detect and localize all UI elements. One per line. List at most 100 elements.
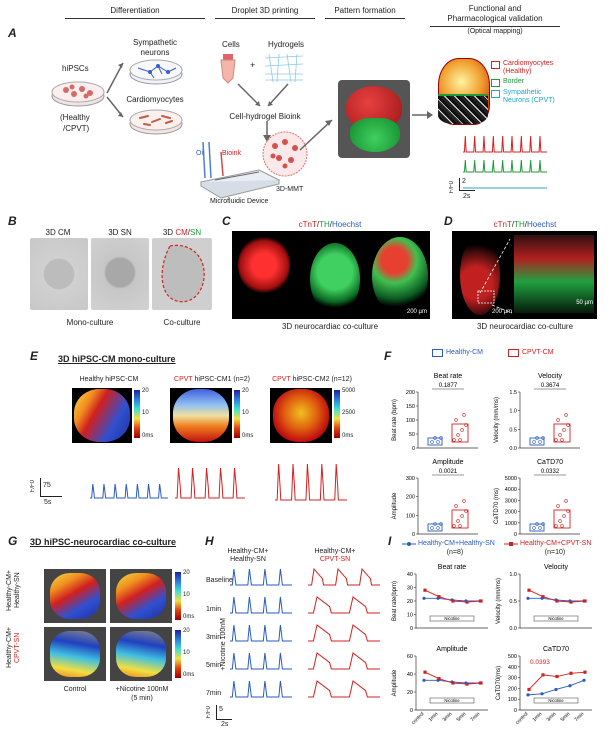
f-point-cpvt bbox=[558, 433, 562, 437]
e-cb2-min: 0ms bbox=[242, 433, 254, 439]
f-point-healthy bbox=[538, 526, 542, 530]
differentiation-header: Differentiation bbox=[110, 6, 160, 15]
i-ytick-label: 30 bbox=[407, 586, 413, 592]
a-scale-vbar bbox=[459, 178, 460, 190]
f-point-cpvt bbox=[564, 413, 568, 417]
i-ytick-label: 100 bbox=[508, 697, 517, 703]
f-point-healthy bbox=[430, 526, 434, 530]
mmt-droplet-icon bbox=[262, 131, 308, 177]
f-plot-p: 0.3674 bbox=[541, 383, 560, 389]
i-line-healthy bbox=[424, 679, 480, 684]
i-line-cpvt bbox=[424, 589, 482, 603]
a-scale-y: F/F0 bbox=[449, 181, 455, 194]
h-trace-healthy bbox=[230, 568, 292, 586]
f-ytick-label: 1000 bbox=[505, 521, 517, 527]
g-map-r2c1 bbox=[44, 627, 106, 681]
f-plot-title: CaTD70 bbox=[537, 459, 563, 466]
i-ytick-label: 200 bbox=[508, 686, 517, 692]
e-map2 bbox=[170, 388, 232, 443]
i-ylabel: Velocity (mm/ms) bbox=[496, 578, 502, 624]
i-line-healthy bbox=[424, 597, 480, 602]
i-nicotine-bar bbox=[429, 615, 475, 622]
i-nicotine-bar bbox=[533, 697, 579, 704]
f-point-healthy bbox=[436, 526, 440, 530]
i-line-cpvt bbox=[424, 671, 482, 685]
f-ytick-label: 4000 bbox=[505, 487, 517, 493]
e-map1 bbox=[72, 388, 132, 443]
c-stain-title: cTnT/TH/Hoechst bbox=[298, 220, 362, 229]
f-point-cpvt bbox=[454, 504, 458, 508]
panel-i-letter: I bbox=[388, 534, 392, 548]
symp-label-2: neurons bbox=[140, 48, 170, 57]
f-point-healthy bbox=[541, 436, 545, 440]
optical-traces bbox=[463, 135, 547, 189]
i-nicotine-label: Nicotine bbox=[444, 698, 460, 703]
cardio-dish-icon bbox=[129, 109, 183, 135]
h-xval: 2s bbox=[221, 721, 229, 728]
i-ytick-label: 40 bbox=[407, 572, 413, 578]
f-plots: Beat rate 0.1877 200 150 100 50 0 Beat rate (bp… bbox=[392, 373, 580, 538]
f-point-cpvt bbox=[452, 524, 456, 528]
f-ytick-label: 200 bbox=[406, 390, 415, 396]
a-trace-red bbox=[463, 135, 547, 153]
f-point-cpvt bbox=[460, 514, 464, 518]
f-ytick-label: 0 bbox=[412, 532, 415, 538]
d-scale-2: 50 µm bbox=[576, 300, 593, 306]
b-image-cm bbox=[30, 238, 88, 310]
h-ylab: F/F0 bbox=[206, 706, 212, 719]
e-scale-hbar bbox=[40, 496, 62, 497]
h-trace-cpvt bbox=[308, 652, 380, 670]
healthy-label: (Healthy bbox=[60, 113, 90, 122]
h-row-5min: 5min bbox=[206, 662, 222, 669]
h-row-3min: 3min bbox=[206, 634, 222, 641]
legend-border: Border bbox=[491, 78, 591, 87]
f-point-cpvt bbox=[558, 519, 562, 523]
panel-h-letter: H bbox=[205, 534, 214, 548]
f-point-cpvt bbox=[560, 438, 564, 442]
f-point-cpvt bbox=[560, 524, 564, 528]
f-point-cpvt bbox=[566, 423, 570, 427]
symp-label-1: Sympathetic bbox=[132, 38, 178, 47]
g-row2-label: Healthy-CM+ CPVT-SN bbox=[6, 627, 21, 669]
e-colorbar3 bbox=[334, 390, 340, 438]
panel-f-letter: F bbox=[384, 349, 392, 363]
b-image-sn bbox=[91, 238, 149, 310]
hydrogel-mesh-icon bbox=[264, 53, 304, 83]
b-title-sn: 3D SN bbox=[108, 228, 132, 237]
h-trace-healthy bbox=[230, 596, 292, 614]
h-col1-title: Healthy-CM+ Healthy-SN bbox=[227, 548, 269, 563]
i-ytick-label: 400 bbox=[508, 665, 517, 671]
pattern-rule bbox=[325, 18, 405, 19]
microfluidic-device-icon bbox=[199, 141, 281, 199]
f-point-healthy bbox=[433, 522, 437, 526]
panel-b-letter: B bbox=[8, 214, 17, 228]
h-trace-cpvt bbox=[308, 680, 380, 698]
h-row-1min: 1min bbox=[206, 606, 222, 613]
f-box-cpvt bbox=[553, 423, 571, 443]
f-point-healthy bbox=[532, 440, 536, 444]
cardio-label: Cardiomyocytes bbox=[126, 95, 184, 104]
f-ytick-label: 1.5 bbox=[509, 390, 517, 396]
a-trace-green bbox=[463, 159, 547, 173]
legend-neurons: Sympathetic Neurons (CPVT) bbox=[491, 89, 591, 105]
plus-sign: + bbox=[250, 60, 256, 70]
i-pvalue: 0.0393 bbox=[530, 659, 550, 666]
g-control-label: Control bbox=[63, 686, 87, 693]
f-point-healthy bbox=[433, 436, 437, 440]
f-point-healthy bbox=[439, 522, 443, 526]
legend-cardio: Cardiomyocytes (Healthy) bbox=[491, 60, 591, 76]
f-point-cpvt bbox=[456, 519, 460, 523]
f-plot-title: Velocity bbox=[538, 373, 563, 380]
d-image: 200 µm 50 µm bbox=[452, 231, 597, 319]
f-box-cpvt bbox=[451, 423, 469, 443]
differentiation-arrows bbox=[106, 62, 124, 118]
e-cb1-max: 20 bbox=[142, 388, 149, 394]
i-ytick-label: 40 bbox=[407, 672, 413, 678]
f-point-cpvt bbox=[460, 428, 464, 432]
f-point-healthy bbox=[535, 436, 539, 440]
f-point-healthy bbox=[541, 522, 545, 526]
i-nicotine-bar bbox=[533, 615, 579, 622]
f-ytick-label: 3000 bbox=[505, 498, 517, 504]
i-plot-title: CaTD70 bbox=[543, 646, 569, 653]
